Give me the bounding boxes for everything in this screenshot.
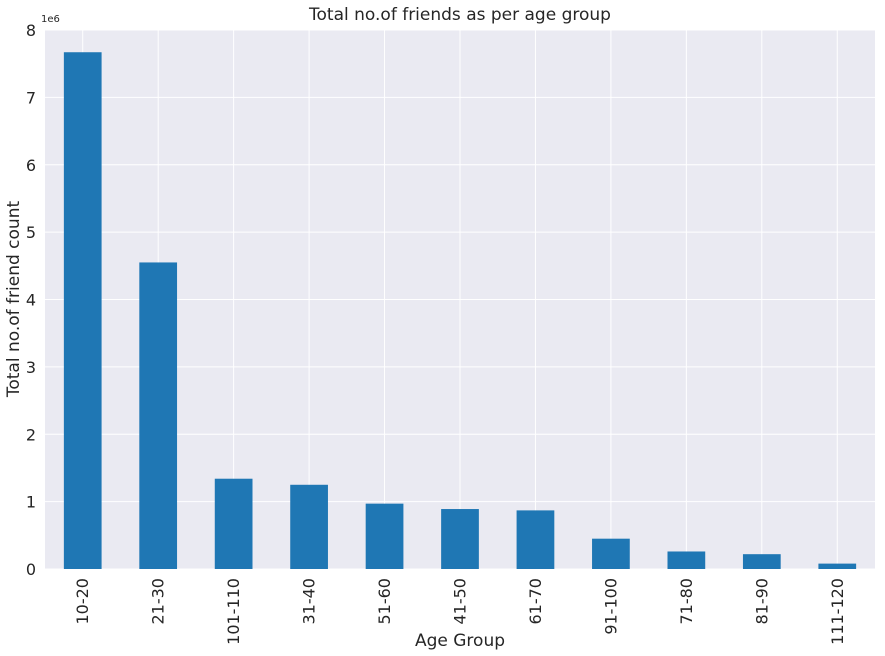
bars [63,52,857,569]
y-tick-label: 1 [26,493,36,512]
x-tick-label: 51-60 [375,578,394,625]
y-tick-label: 4 [26,291,36,310]
y-tick-label: 2 [26,425,36,444]
y-tick-label: 7 [26,88,36,107]
x-tick-labels: 10-20 21-30 101-110 31-40 51-60 41-50 61-70 91-… [73,578,847,645]
x-tick-label: 21-30 [149,578,168,625]
bar-41-50 [441,509,479,569]
x-tick-label: 101-110 [224,578,243,645]
x-tick-label: 10-20 [73,578,92,625]
x-axis-title: Age Group [415,631,505,651]
x-tick-label: 41-50 [451,578,470,625]
chart-title: Total no.of friends as per age group [308,5,611,25]
bar-91-100 [592,538,630,569]
bar-71-80 [667,551,706,569]
x-tick-label: 71-80 [677,578,696,625]
y-tick-label: 0 [26,560,36,579]
y-tick-labels: 0 1 2 3 4 5 6 7 8 [26,21,36,579]
bar-61-70 [516,510,555,569]
bar-81-90 [742,554,781,569]
x-tick-label: 81-90 [752,578,771,625]
bar-10-20 [63,52,102,569]
bar-51-60 [365,503,404,569]
x-tick-label: 111-120 [828,578,847,645]
x-tick-label: 61-70 [526,578,545,625]
bar-31-40 [290,484,328,569]
y-tick-label: 8 [26,21,36,40]
y-axis-title: Total no.of friend count [4,201,24,399]
bar-101-110 [214,478,253,569]
bar-111-120 [818,563,857,569]
y-tick-label: 6 [26,156,36,175]
x-tick-label: 31-40 [300,578,319,625]
x-tick-label: 91-100 [601,578,620,635]
y-tick-label: 3 [26,358,36,377]
y-tick-label: 5 [26,223,36,242]
y-offset-label: 1e6 [41,14,60,25]
bar-21-30 [139,262,178,569]
